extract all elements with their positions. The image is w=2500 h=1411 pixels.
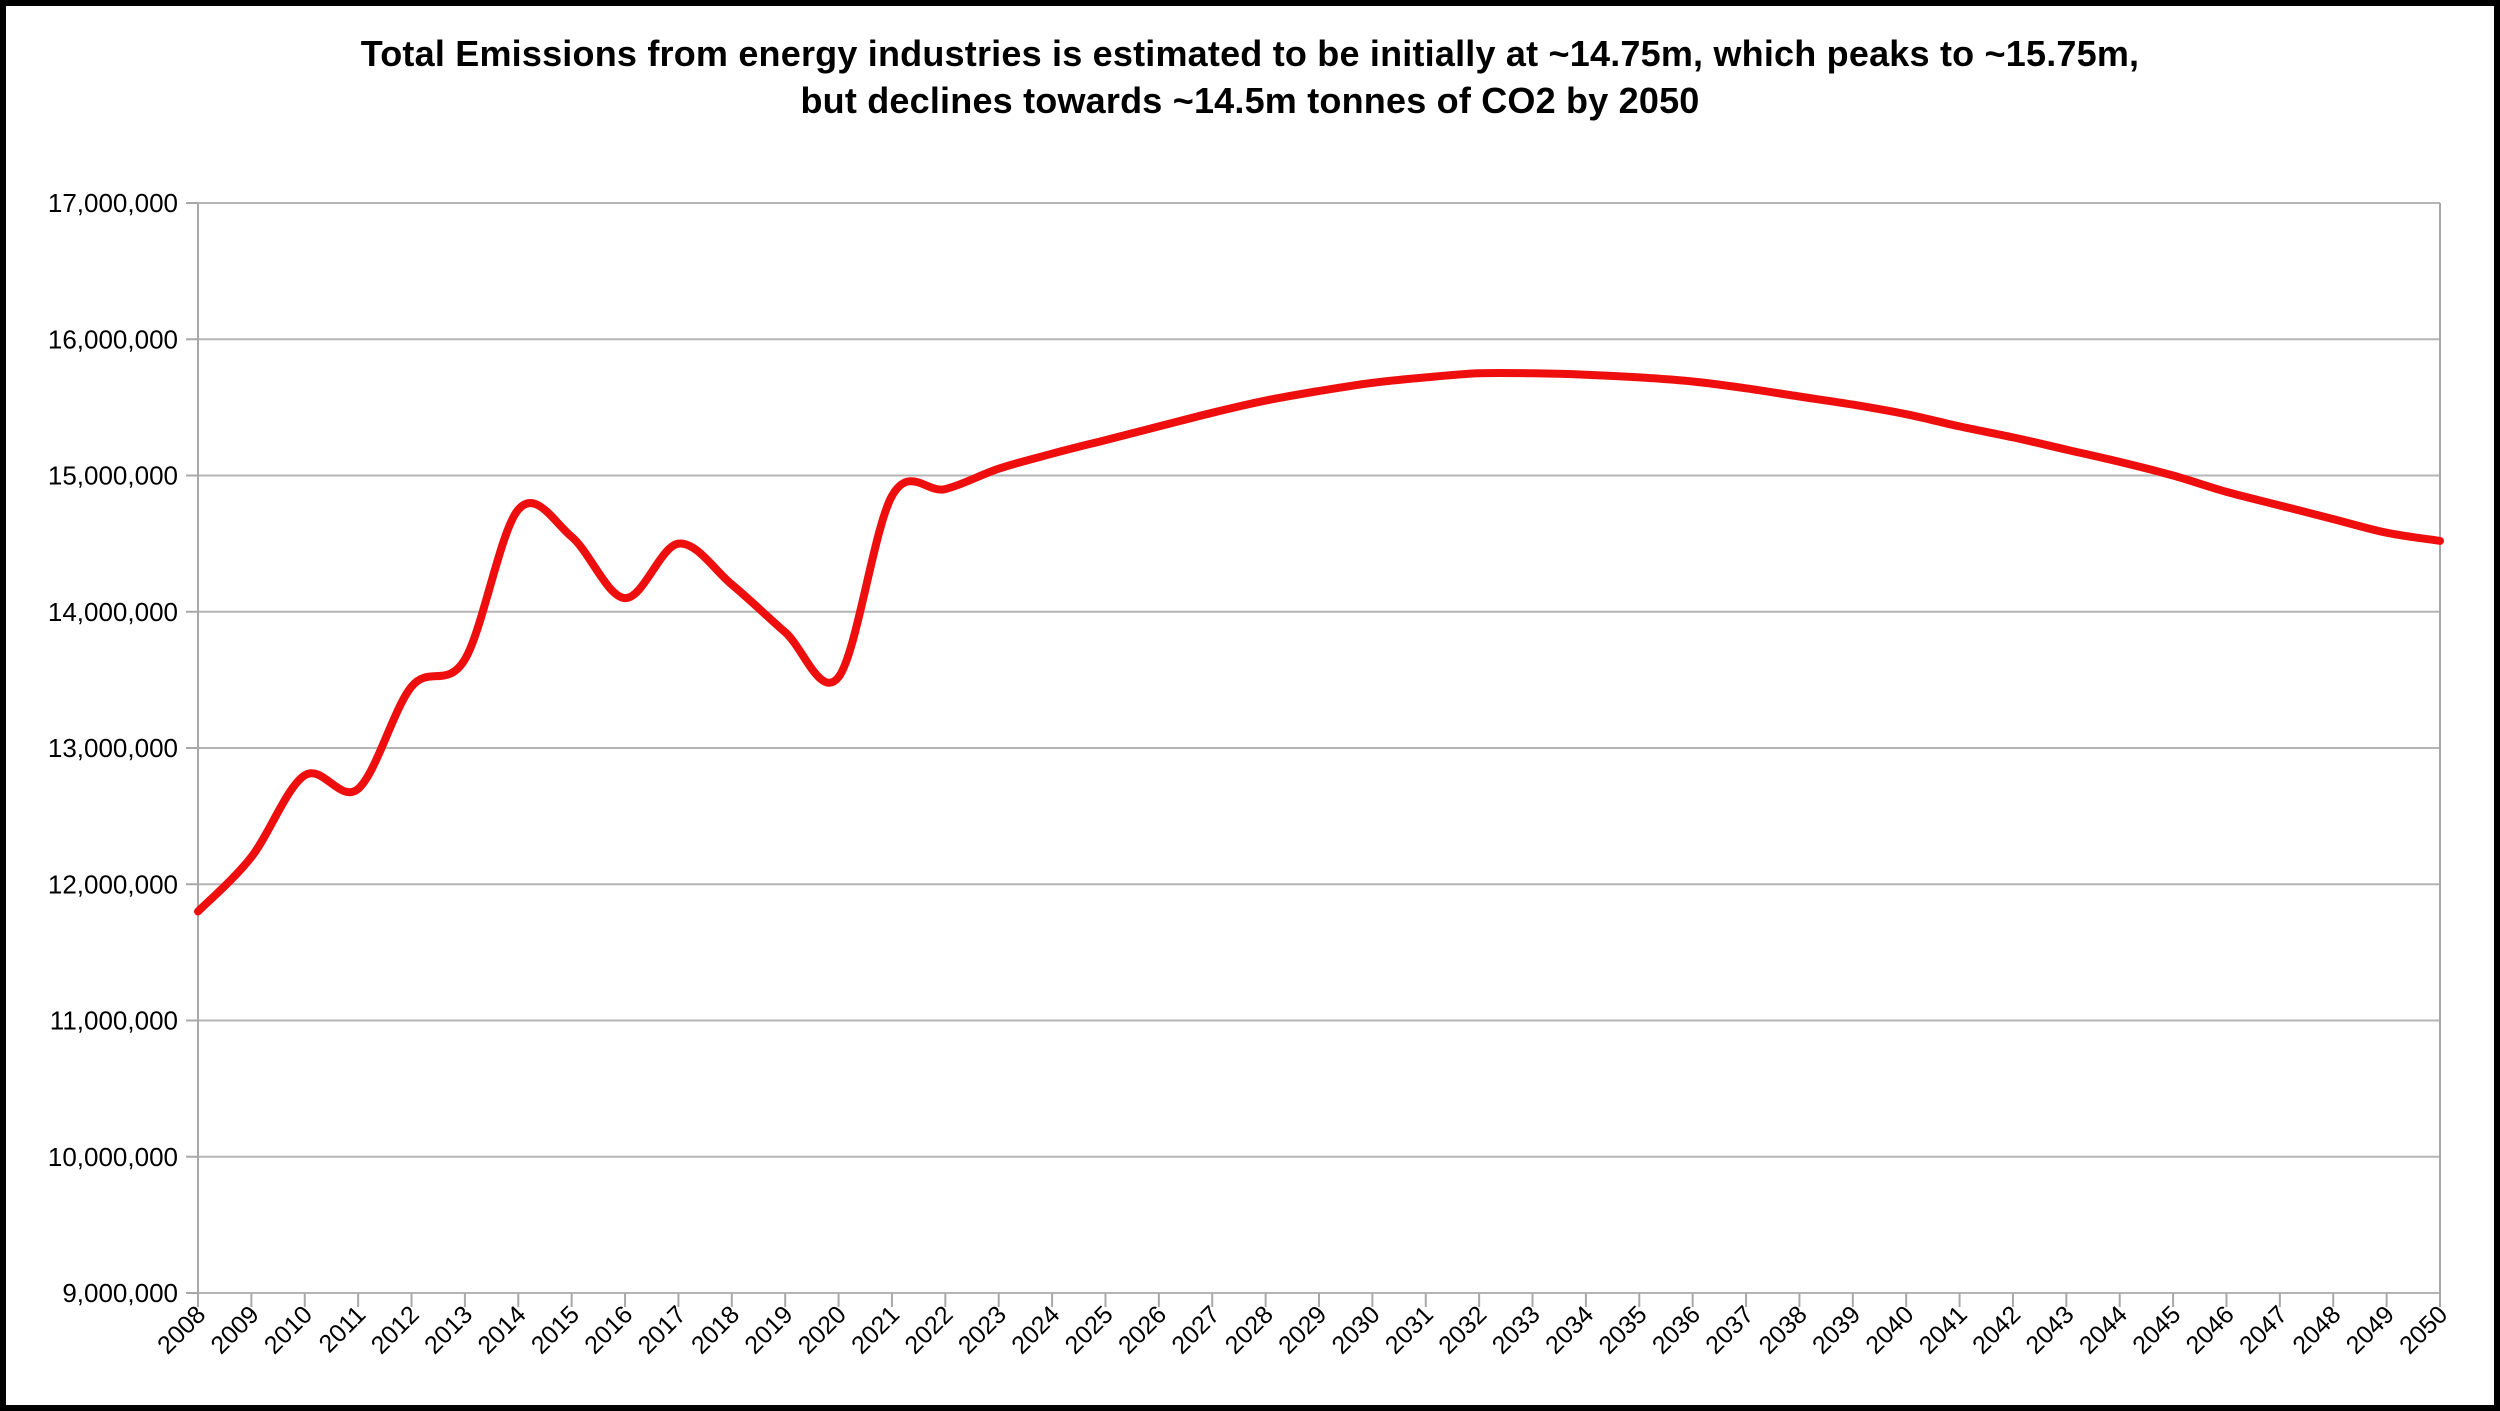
x-axis-label: 2029 — [1273, 1300, 1332, 1359]
x-axis-label: 2045 — [2127, 1300, 2186, 1359]
x-axis-label: 2016 — [579, 1300, 638, 1359]
x-axis-label: 2009 — [205, 1300, 264, 1359]
x-axis-label: 2022 — [899, 1300, 958, 1359]
y-axis-label: 12,000,000 — [48, 869, 178, 899]
x-axis-label: 2049 — [2341, 1300, 2400, 1359]
x-axis-label: 2034 — [1540, 1300, 1599, 1359]
x-axis-label: 2048 — [2287, 1300, 2346, 1359]
x-axis-label: 2032 — [1433, 1300, 1492, 1359]
x-axis-label: 2047 — [2234, 1300, 2293, 1359]
x-axis-label: 2027 — [1166, 1300, 1225, 1359]
x-axis-label: 2044 — [2074, 1300, 2133, 1359]
x-axis-label: 2040 — [1860, 1300, 1919, 1359]
x-axis-label: 2013 — [419, 1300, 478, 1359]
axis-lines — [197, 203, 2441, 1293]
x-axis-label: 2035 — [1593, 1300, 1652, 1359]
x-axis-label: 2036 — [1647, 1300, 1706, 1359]
y-axis-label: 16,000,000 — [48, 324, 178, 354]
y-axis-label: 13,000,000 — [48, 733, 178, 763]
x-axis-label: 2050 — [2394, 1300, 2453, 1359]
x-axis-label: 2046 — [2181, 1300, 2240, 1359]
x-axis-label: 2015 — [526, 1300, 585, 1359]
x-axis-label: 2025 — [1060, 1300, 1119, 1359]
x-axis-label: 2023 — [953, 1300, 1012, 1359]
chart-title-line1: Total Emissions from energy industries i… — [360, 33, 2140, 74]
gridlines — [186, 202, 2440, 1294]
x-axis-label: 2021 — [846, 1300, 905, 1359]
x-axis-label: 2011 — [314, 1300, 372, 1358]
x-axis-label: 2008 — [152, 1300, 211, 1359]
x-axis-label: 2026 — [1113, 1300, 1172, 1359]
y-axis-label: 15,000,000 — [48, 461, 178, 491]
x-axis-label: 2024 — [1006, 1300, 1065, 1359]
x-axis-label: 2019 — [739, 1300, 798, 1359]
y-axis-labels: 17,000,000 16,000,000 15,000,000 14,000,000… — [48, 188, 178, 1308]
x-axis-label: 2043 — [2020, 1300, 2079, 1359]
x-axis-label: 2039 — [1807, 1300, 1866, 1359]
x-axis-label: 2038 — [1754, 1300, 1813, 1359]
chart-title: Total Emissions from energy industries i… — [0, 30, 2500, 124]
x-axis-label: 2020 — [793, 1300, 852, 1359]
x-axis-labels: 2008200920102011201220132014201520162017… — [152, 1300, 2453, 1359]
x-axis-label: 2030 — [1326, 1300, 1385, 1359]
y-axis-label: 14,000,000 — [48, 597, 178, 627]
x-axis-label: 2018 — [686, 1300, 745, 1359]
x-axis-label: 2041 — [1914, 1300, 1973, 1359]
chart-title-line2: but declines towards ~14.5m tonnes of CO… — [800, 80, 1700, 121]
x-axis-ticks — [197, 1293, 2441, 1307]
x-axis-label: 2031 — [1380, 1300, 1439, 1359]
y-axis-label: 11,000,000 — [50, 1006, 178, 1036]
x-axis-label: 2042 — [1967, 1300, 2026, 1359]
x-axis-label: 2010 — [259, 1300, 318, 1359]
y-axis-label: 9,000,000 — [62, 1278, 178, 1308]
y-axis-label: 10,000,000 — [48, 1142, 178, 1172]
x-axis-label: 2017 — [633, 1300, 692, 1359]
y-axis-label: 17,000,000 — [48, 188, 178, 218]
x-axis-label: 2037 — [1700, 1300, 1759, 1359]
emissions-series-line — [194, 368, 2444, 916]
x-axis-label: 2014 — [472, 1300, 531, 1359]
x-axis-label: 2012 — [366, 1300, 425, 1359]
x-axis-label: 2028 — [1220, 1300, 1279, 1359]
x-axis-label: 2033 — [1487, 1300, 1546, 1359]
